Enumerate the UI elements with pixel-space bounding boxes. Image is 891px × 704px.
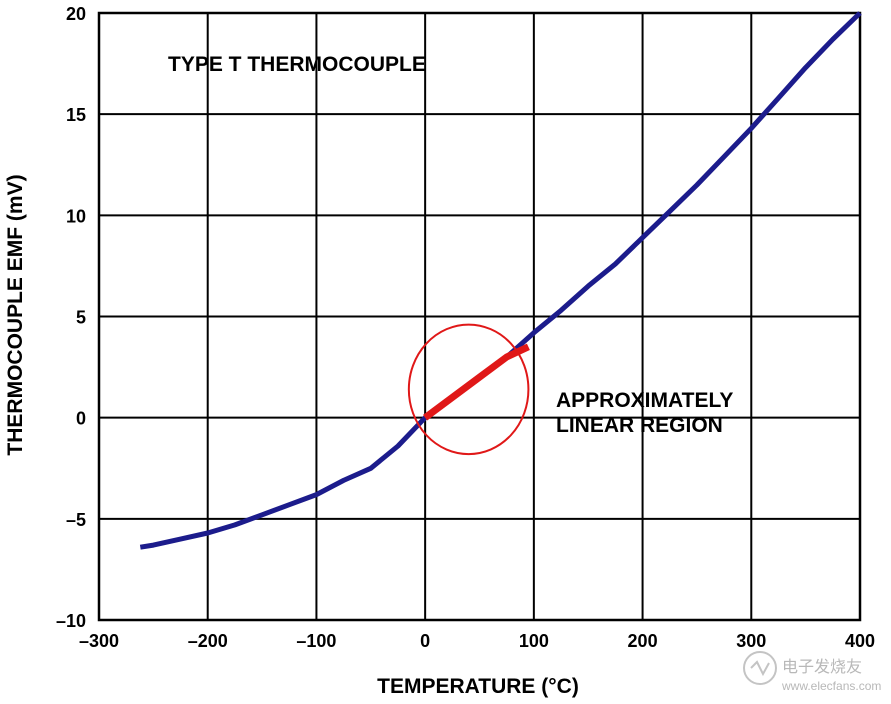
y-tick-label: 10: [66, 206, 86, 226]
x-tick-label: 400: [845, 631, 875, 651]
x-axis-label: TEMPERATURE (°C): [377, 675, 579, 698]
y-tick-label: –5: [66, 510, 86, 530]
y-tick-label: 0: [76, 409, 86, 429]
y-tick-label: 5: [76, 308, 86, 328]
y-tick-label: –10: [56, 611, 86, 631]
watermark-logo-icon: [743, 651, 777, 685]
watermark-text-cn: 电子发烧友: [782, 657, 862, 676]
watermark-url: www.elecfans.com: [781, 679, 881, 693]
watermark: 电子发烧友 www.elecfans.com: [743, 651, 881, 693]
annotation-line-1: APPROXIMATELY: [556, 389, 733, 412]
x-tick-label: 300: [736, 631, 766, 651]
series-layer: [139, 11, 862, 550]
x-tick-label: –100: [296, 631, 336, 651]
chart-title: TYPE T THERMOCOUPLE: [168, 53, 426, 76]
x-tick-label: 100: [519, 631, 549, 651]
x-tick-label: 200: [628, 631, 658, 651]
grid: [99, 13, 860, 620]
x-tick-labels: –300 –200 –100 0 100 200 300 400: [79, 631, 875, 651]
series-line-linear-region: [423, 343, 530, 421]
y-tick-labels: –10 –5 0 5 10 15 20: [56, 4, 86, 631]
plot-frame: [97, 11, 862, 622]
y-tick-label: 15: [66, 105, 86, 125]
linear-region-highlight: [407, 323, 530, 456]
x-tick-label: –300: [79, 631, 119, 651]
y-tick-label: 20: [66, 4, 86, 24]
annotation-line-2: LINEAR REGION: [556, 414, 723, 437]
y-axis-label: THERMOCOUPLE EMF (mV): [4, 174, 27, 455]
x-tick-label: –200: [188, 631, 228, 651]
x-tick-label: 0: [420, 631, 430, 651]
